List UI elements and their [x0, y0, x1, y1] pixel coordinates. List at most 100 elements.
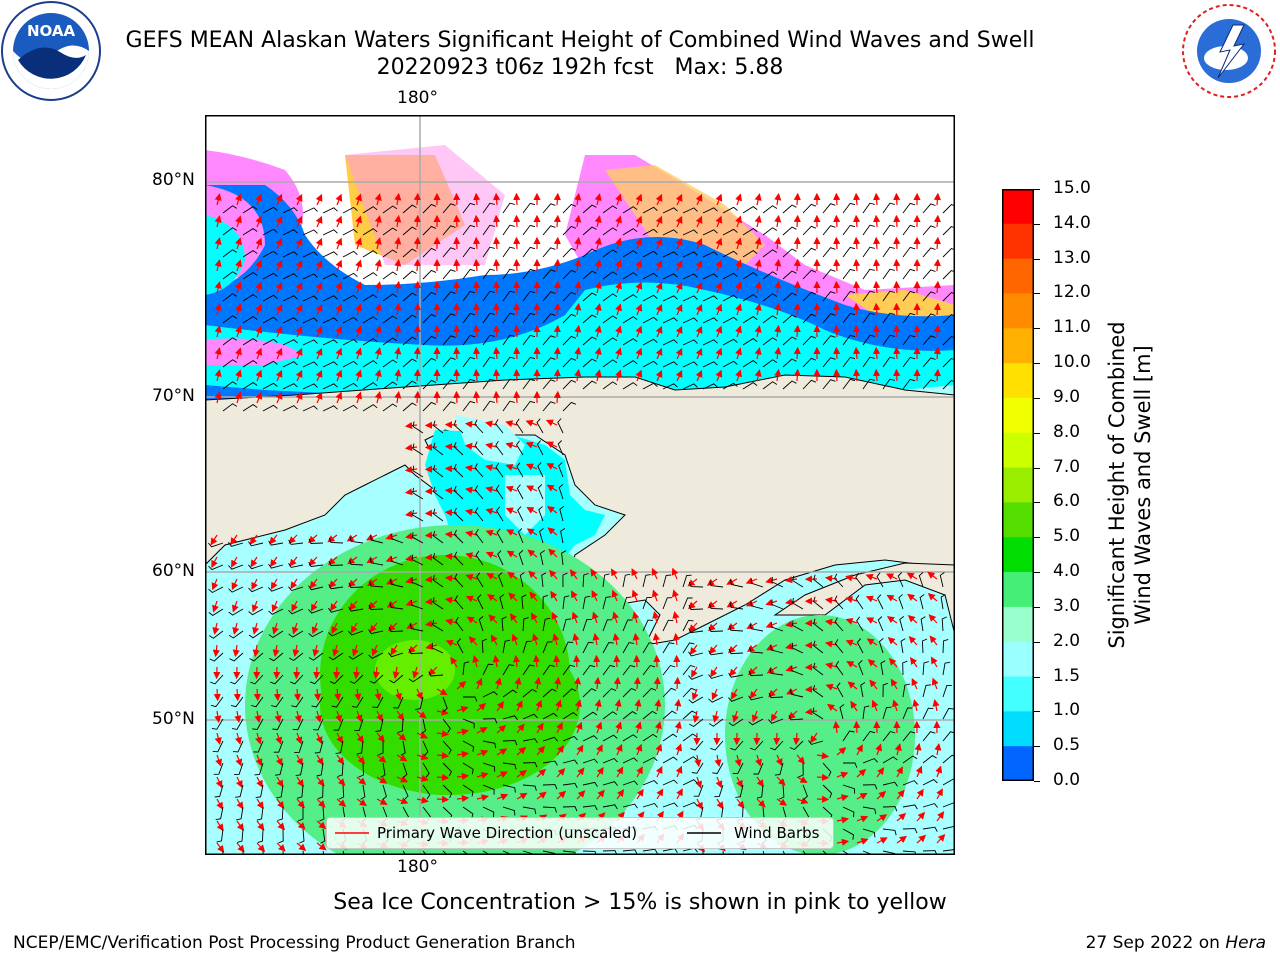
wave-direction-arrow: [866, 617, 878, 624]
wave-direction-arrow: [594, 259, 602, 272]
wind-barb: [502, 356, 515, 368]
wind-barb: [268, 540, 284, 546]
wave-direction-arrow: [394, 214, 402, 228]
wave-direction-arrow: [293, 688, 302, 702]
wave-direction-arrow: [472, 655, 480, 668]
wind-barb: [750, 740, 764, 751]
wave-direction-arrow: [235, 325, 242, 338]
wind-barb: [322, 295, 338, 302]
wind-barb: [342, 404, 358, 412]
wind-barb: [770, 644, 784, 654]
wind-barb: [812, 707, 824, 720]
wave-direction-arrow: [675, 347, 683, 360]
wave-direction-arrow: [694, 754, 702, 768]
wind-barb: [702, 317, 718, 324]
wind-barb: [313, 718, 324, 731]
wave-direction-arrow: [853, 368, 861, 382]
wave-direction-arrow: [513, 214, 521, 228]
wave-direction-arrow: [394, 368, 402, 382]
chart-title: GEFS MEAN Alaskan Waters Significant Hei…: [125, 28, 1035, 53]
wind-barb: [522, 400, 536, 412]
wind-barb: [474, 485, 484, 500]
wave-direction-arrow: [893, 192, 901, 206]
wave-direction-arrow: [315, 325, 323, 338]
wind-barb: [369, 581, 384, 588]
wind-barb: [689, 718, 704, 728]
wind-barb: [862, 334, 875, 346]
wave-direction-arrow: [289, 556, 298, 567]
wind-barb: [622, 642, 635, 654]
colorbar-cell: [1002, 432, 1034, 469]
wind-barb: [762, 337, 778, 346]
wave-direction-arrow: [335, 369, 343, 382]
wind-barb: [290, 674, 304, 685]
wind-barb: [453, 463, 464, 478]
wind-barb: [771, 622, 784, 632]
wave-direction-arrow: [255, 237, 263, 250]
wave-direction-arrow: [315, 193, 323, 206]
wind-barb: [462, 202, 476, 214]
wave-direction-arrow: [532, 654, 541, 668]
wave-direction-arrow: [350, 622, 358, 634]
wind-barb: [882, 202, 895, 214]
wave-direction-arrow: [735, 193, 742, 206]
wave-direction-arrow: [376, 754, 387, 763]
wind-barb: [308, 630, 324, 638]
wind-barb: [728, 696, 744, 702]
wave-direction-arrow: [714, 754, 722, 767]
wind-barb: [536, 418, 544, 434]
wind-barb: [748, 670, 764, 677]
wave-direction-arrow: [615, 303, 622, 316]
wind-barb: [462, 246, 476, 258]
wave-direction-arrow: [445, 639, 458, 647]
wave-direction-arrow: [444, 487, 458, 495]
wave-direction-arrow: [871, 699, 879, 712]
wave-direction-arrow: [276, 842, 286, 852]
wave-direction-arrow: [856, 815, 869, 823]
wave-direction-arrow: [275, 391, 283, 404]
wave-direction-arrow: [308, 556, 318, 566]
wave-direction-arrow: [833, 346, 841, 360]
wave-direction-arrow: [896, 835, 907, 844]
wave-direction-arrow: [935, 765, 943, 778]
colorbar-tick-mark: [1034, 293, 1040, 295]
wave-direction-arrow: [655, 303, 663, 316]
wave-direction-arrow: [424, 487, 438, 495]
wave-direction-arrow: [615, 325, 622, 338]
colorbar-cell: [1002, 467, 1034, 503]
wave-direction-arrow: [527, 549, 538, 558]
wave-direction-arrow: [270, 556, 278, 567]
wave-direction-arrow: [933, 192, 941, 206]
wave-direction-arrow: [735, 237, 742, 250]
wind-barb: [442, 335, 456, 346]
wave-direction-arrow: [516, 723, 525, 734]
wave-direction-arrow: [513, 280, 521, 294]
wave-direction-arrow: [415, 688, 423, 700]
wind-barb: [919, 594, 925, 610]
wind-barb: [642, 250, 658, 258]
wind-barb: [602, 619, 613, 632]
wave-direction-arrow: [335, 391, 343, 404]
wind-barb: [768, 692, 784, 699]
wave-direction-arrow: [315, 732, 323, 745]
wave-direction-arrow: [316, 842, 327, 851]
wave-direction-arrow: [654, 699, 662, 712]
wave-direction-arrow: [825, 640, 838, 648]
wind-barb: [208, 586, 224, 594]
wind-barb: [602, 688, 617, 698]
wind-barb: [442, 291, 456, 302]
wind-barb: [522, 268, 536, 280]
wind-barb: [262, 338, 278, 346]
wind-barb: [682, 383, 698, 390]
wave-direction-arrow: [536, 791, 547, 800]
wave-direction-arrow: [756, 798, 766, 808]
wave-direction-arrow: [275, 732, 283, 745]
wind-barb: [453, 485, 464, 500]
wave-direction-arrow: [594, 193, 602, 206]
wind-barb: [542, 203, 556, 214]
wind-barb: [762, 249, 778, 258]
wind-barb: [921, 638, 928, 654]
wave-direction-arrow: [275, 237, 283, 250]
wave-direction-arrow: [836, 838, 850, 846]
wind-barb: [502, 334, 515, 346]
